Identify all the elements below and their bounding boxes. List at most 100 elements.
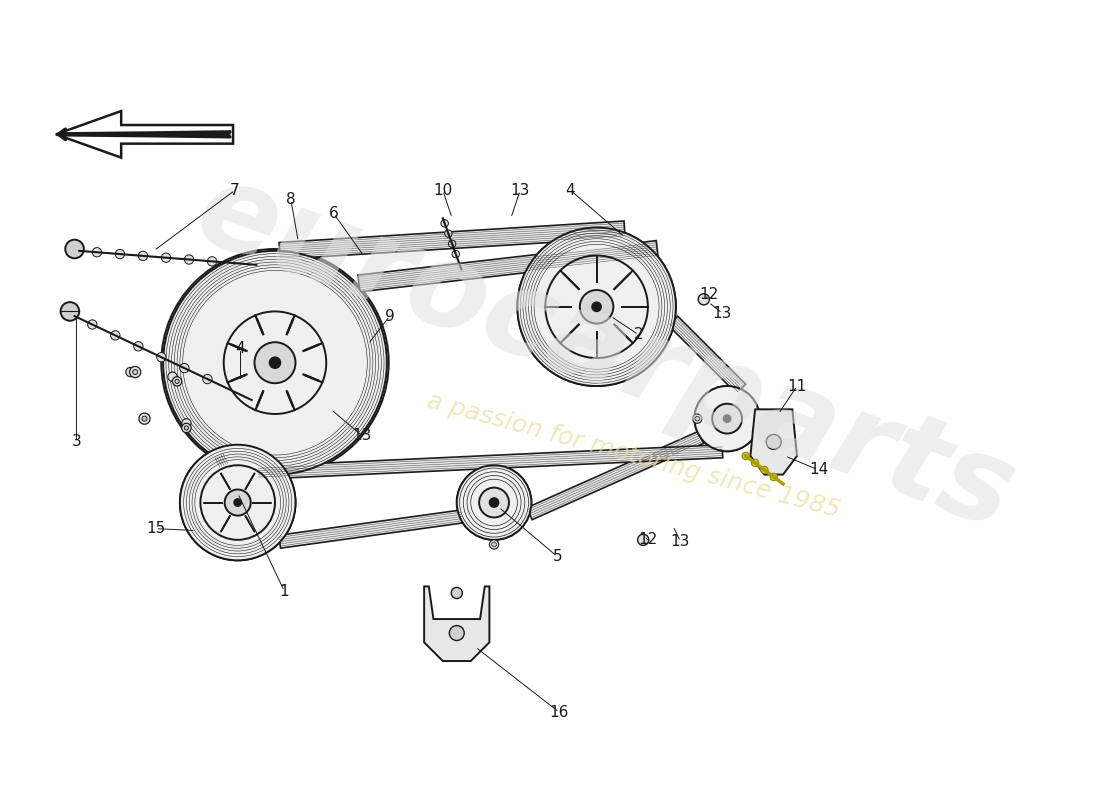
Circle shape [270,357,280,368]
Polygon shape [425,586,490,661]
Circle shape [441,220,449,227]
Circle shape [200,466,275,540]
Text: 11: 11 [788,378,806,394]
Circle shape [490,498,498,507]
Text: 5: 5 [552,549,562,564]
Circle shape [139,251,147,261]
Circle shape [60,302,79,321]
Text: 12: 12 [698,287,718,302]
Circle shape [449,626,464,641]
Circle shape [234,499,241,506]
Circle shape [456,466,531,540]
Text: 13: 13 [352,428,372,443]
Text: 9: 9 [385,309,395,324]
Circle shape [270,357,280,368]
Circle shape [224,490,251,515]
Text: 1: 1 [279,583,289,598]
Circle shape [452,250,460,258]
Circle shape [163,251,387,474]
Text: a passion for motoring since 1985: a passion for motoring since 1985 [425,389,844,522]
Circle shape [698,294,710,305]
Circle shape [492,542,496,547]
Circle shape [202,374,212,384]
Circle shape [182,418,191,428]
Text: eurocarparts: eurocarparts [183,152,1030,554]
Circle shape [185,426,188,430]
Circle shape [182,423,191,433]
Circle shape [92,247,101,257]
Circle shape [693,414,702,423]
Circle shape [449,240,455,247]
Circle shape [65,240,84,258]
Circle shape [254,342,296,383]
Circle shape [142,416,147,421]
Polygon shape [279,221,625,259]
Text: 13: 13 [671,534,690,549]
Circle shape [173,377,182,386]
Polygon shape [213,453,230,468]
Circle shape [223,311,327,414]
Circle shape [456,466,531,540]
Circle shape [180,445,296,560]
Text: 13: 13 [510,182,530,198]
Circle shape [125,367,135,377]
Circle shape [751,459,759,466]
Polygon shape [750,410,798,474]
Circle shape [175,379,179,383]
Circle shape [130,366,141,378]
Polygon shape [527,431,704,520]
Circle shape [179,363,189,373]
Polygon shape [257,445,723,479]
Circle shape [444,230,452,238]
Circle shape [580,290,614,323]
Polygon shape [56,111,233,158]
Circle shape [156,353,166,362]
Circle shape [742,452,749,460]
Circle shape [162,253,170,262]
Text: 16: 16 [550,705,569,720]
Circle shape [580,290,614,323]
Circle shape [695,416,700,421]
Circle shape [451,587,462,598]
Text: 2: 2 [634,327,643,342]
Circle shape [477,486,510,519]
Polygon shape [278,510,462,548]
Circle shape [546,255,648,358]
Text: 12: 12 [638,532,658,547]
Circle shape [694,386,760,451]
Circle shape [234,499,241,506]
Circle shape [223,311,327,414]
Text: 8: 8 [286,192,296,207]
Circle shape [712,404,743,434]
Circle shape [761,466,768,474]
Circle shape [111,330,120,340]
Circle shape [694,386,760,451]
Circle shape [480,488,509,518]
Circle shape [224,490,251,515]
Text: 15: 15 [146,521,165,536]
Text: 13: 13 [713,306,733,321]
Polygon shape [669,316,746,394]
Text: 10: 10 [433,182,452,198]
Circle shape [724,415,730,422]
Circle shape [546,255,648,358]
Circle shape [140,414,150,423]
Circle shape [134,342,143,351]
Text: 4: 4 [565,182,575,198]
Circle shape [592,302,602,311]
Circle shape [638,534,649,546]
Circle shape [168,372,177,382]
Text: 6: 6 [329,206,339,221]
Circle shape [767,434,781,450]
Text: 4: 4 [235,342,245,356]
Circle shape [208,257,217,266]
Circle shape [162,249,388,477]
Circle shape [714,406,740,432]
Text: 3: 3 [72,434,81,450]
Text: 7: 7 [230,182,240,198]
Circle shape [185,255,194,264]
Circle shape [724,415,730,422]
Text: 14: 14 [808,462,828,478]
Circle shape [139,413,150,424]
Polygon shape [358,241,658,292]
